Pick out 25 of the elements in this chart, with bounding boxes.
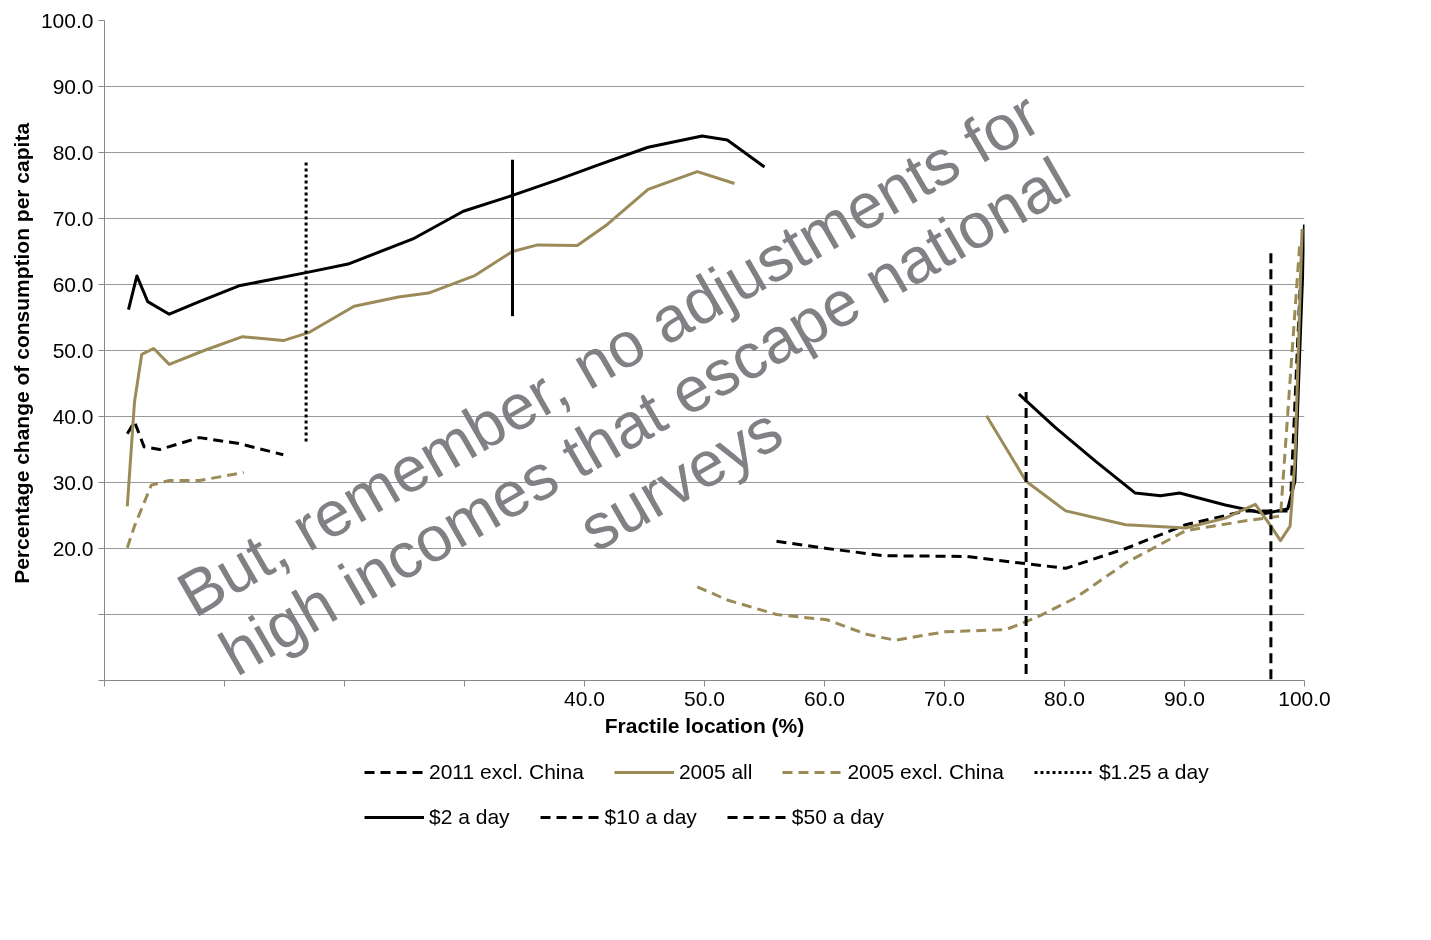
- y-tick-label: 60.0: [52, 272, 94, 296]
- y-tick-label: 70.0: [52, 206, 94, 230]
- y-tick-label: 30.0: [52, 470, 94, 494]
- y-tick-label: 100.0: [40, 8, 94, 32]
- legend-label: $10 a day: [604, 805, 697, 829]
- y-tick-label: 90.0: [52, 74, 94, 98]
- x-tick-label: 80.0: [1044, 686, 1085, 710]
- y-tick-label: 50.0: [52, 338, 94, 362]
- legend-label: 2005 all: [678, 760, 753, 784]
- x-tick-label: 90.0: [1164, 686, 1205, 710]
- x-tick-label: 40.0: [564, 686, 605, 710]
- x-axis-title: Fractile location (%): [604, 713, 805, 737]
- x-tick-label: 70.0: [924, 686, 965, 710]
- legend-label: 2011 excl. China: [429, 760, 584, 784]
- y-axis-title: Percentage change of consumption per capita: [9, 122, 33, 584]
- legend-label: $1.25 a day: [1098, 760, 1209, 784]
- legend-label: $50 a day: [791, 805, 885, 829]
- y-tick-label: 20.0: [52, 536, 94, 560]
- y-tick-label: 40.0: [52, 404, 94, 428]
- legend-label: 2005 excl. China: [847, 760, 1004, 784]
- x-tick-label: 100.0: [1278, 686, 1331, 710]
- x-tick-label: 60.0: [804, 686, 845, 710]
- y-tick-label: 80.0: [52, 140, 94, 164]
- legend-label: $2 a day: [429, 805, 510, 829]
- x-tick-label: 50.0: [684, 686, 725, 710]
